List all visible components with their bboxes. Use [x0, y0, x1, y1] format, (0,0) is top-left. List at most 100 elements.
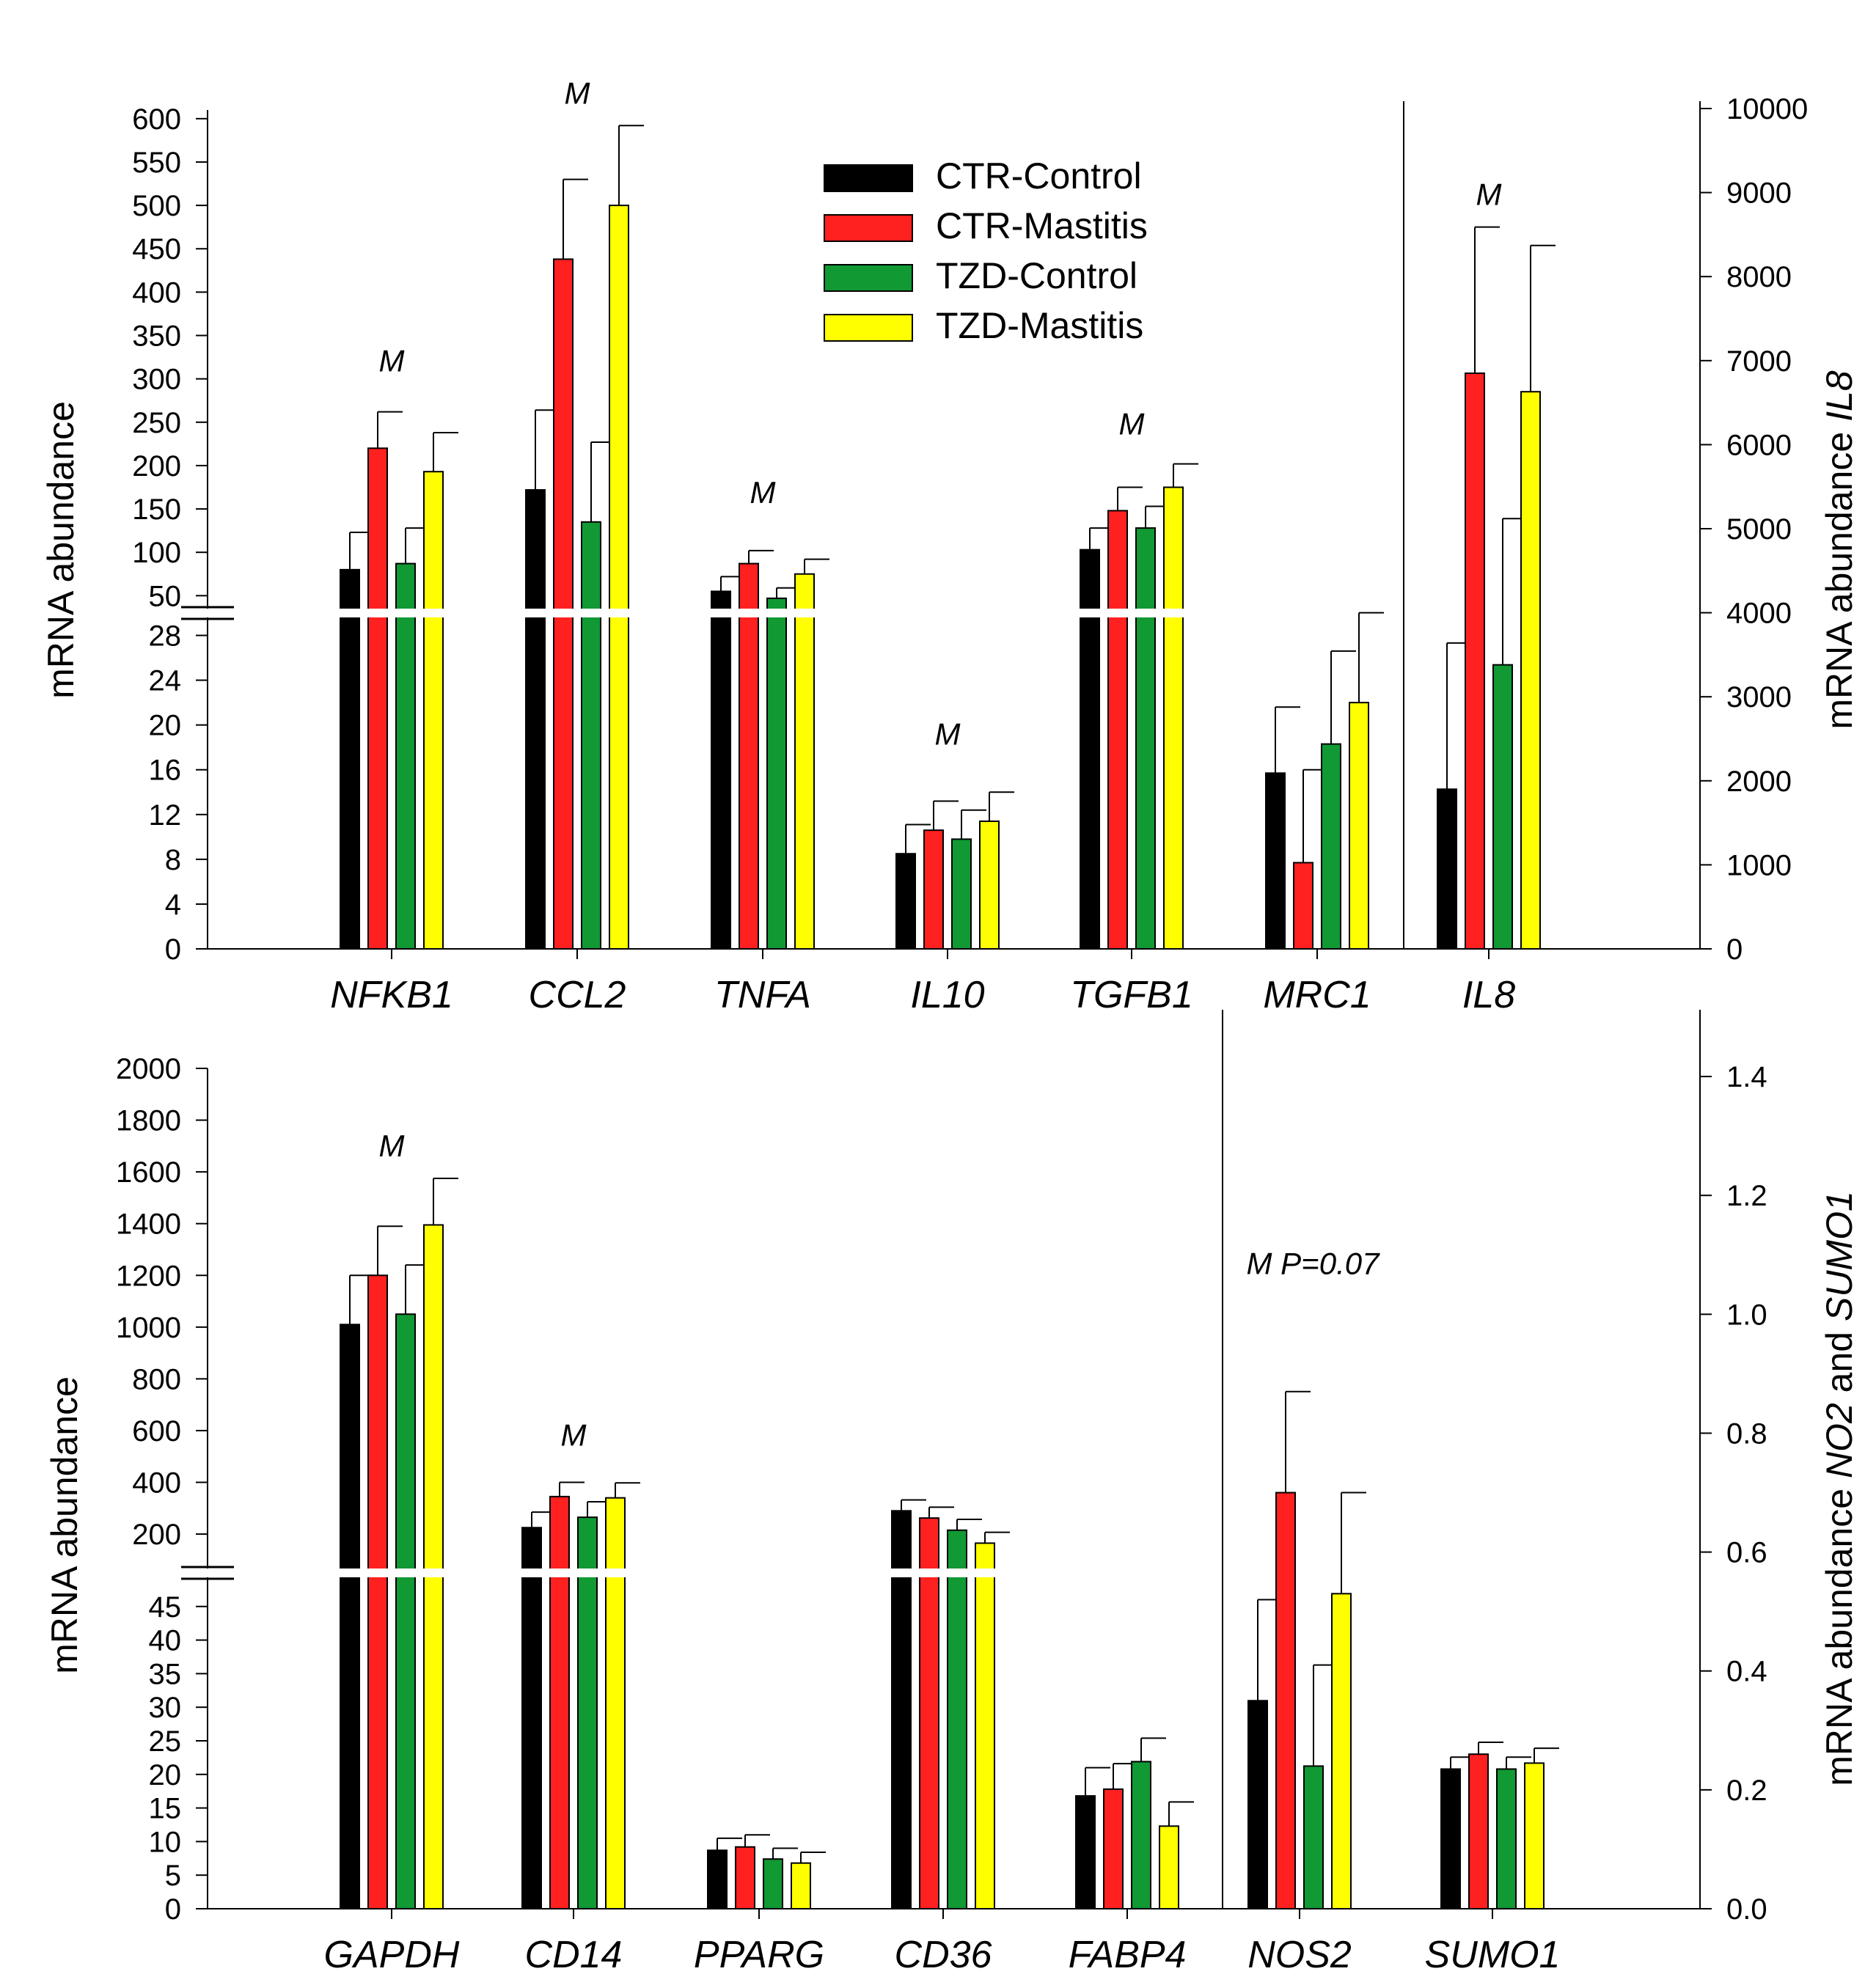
y-tick-label-right: 1000: [1726, 849, 1792, 881]
bar-cd36-ctr-mastitis: [919, 1517, 939, 1910]
bar-tgfb1-ctr-mastitis: [1107, 510, 1128, 950]
x-tick-label: NOS2: [1247, 1934, 1352, 1976]
bar-nos2-ctr-control: [1247, 1700, 1268, 1909]
chart-panel-top: 0 4 8 12 16 20 24 28 50 100 150 200 250 300 350 400 450 5…: [40, 76, 1860, 1016]
y-tick-label: 600: [132, 1415, 181, 1448]
significance-label: M: [1476, 177, 1502, 212]
x-tick-label: GAPDH: [324, 1934, 460, 1976]
bar-mrc1-ctr-control: [1265, 772, 1286, 950]
y-tick-label: 1400: [116, 1208, 181, 1241]
x-tick-label: PPARG: [694, 1934, 824, 1976]
y-tick-label: 150: [132, 494, 181, 526]
bar-il8-tzd-control: [1492, 664, 1513, 950]
bar-gapdh-ctr-control: [340, 1324, 360, 1910]
y-tick-label: 25: [149, 1725, 182, 1758]
bar-tnfa-tzd-control: [766, 597, 787, 950]
y-tick-label-right: 9000: [1726, 177, 1792, 210]
y-tick-label: 1600: [116, 1156, 181, 1189]
y-tick-label: 300: [132, 364, 181, 396]
significance-label: M: [565, 76, 590, 110]
bar-fabp4-ctr-mastitis: [1103, 1788, 1124, 1909]
y-tick-label-right: 0.2: [1726, 1775, 1767, 1807]
y-axis-label-left: mRNA abundance: [40, 401, 81, 699]
y-tick-label: 0: [165, 933, 181, 966]
bar-il10-tzd-mastitis: [979, 820, 1000, 950]
axis-break-gap: [202, 1568, 213, 1577]
bar-pparg-ctr-control: [707, 1849, 728, 1910]
y-tick-label-right: 3000: [1726, 681, 1792, 713]
y-tick-label: 5: [165, 1860, 181, 1892]
axis-break-gap: [331, 609, 452, 617]
bar-pparg-ctr-mastitis: [735, 1846, 755, 1910]
bar-mrc1-ctr-mastitis: [1293, 862, 1313, 950]
y-tick-label: 0: [165, 1893, 181, 1926]
y-tick-label-right: 1.2: [1726, 1180, 1767, 1212]
y-axis-label-right-part: mRNA: [1819, 1678, 1860, 1786]
bar-pparg-tzd-control: [763, 1858, 783, 1910]
axis-break-gap: [703, 609, 823, 617]
y-tick-label: 20: [149, 710, 182, 742]
bar-il8-ctr-control: [1437, 788, 1457, 950]
y-axis-label-right: mRNA abundance IL8: [1819, 370, 1860, 729]
y-axis-label-right: mRNA abundance NO2 and SUMO1: [1819, 1191, 1860, 1786]
significance-label: M: [935, 716, 961, 751]
bar-cd36-tzd-control: [947, 1529, 967, 1910]
bar-tgfb1-tzd-control: [1135, 527, 1156, 950]
y-tick-label: 24: [149, 665, 182, 697]
bar-gapdh-ctr-mastitis: [367, 1274, 388, 1910]
x-tick-label: MRC1: [1263, 974, 1371, 1016]
x-tick-label: IL8: [1462, 974, 1515, 1016]
bar-gapdh-tzd-mastitis: [423, 1224, 444, 1909]
y-axis-label-right-part: abundance: [1819, 1489, 1860, 1680]
y-tick-label: 450: [132, 233, 181, 265]
y-tick-label-right: 1.4: [1726, 1061, 1767, 1093]
bar-nos2-tzd-mastitis: [1331, 1593, 1352, 1909]
y-tick-label: 40: [149, 1625, 182, 1657]
y-tick-label-right: 1.0: [1726, 1299, 1767, 1331]
y-tick-label-right: 2000: [1726, 766, 1792, 798]
legend-label: CTR-Mastitis: [936, 205, 1148, 246]
axis-break-gap: [1071, 609, 1192, 617]
y-tick-label-right: 7000: [1726, 345, 1792, 378]
legend-label: TZD-Mastitis: [936, 305, 1143, 346]
legend-label: TZD-Control: [936, 255, 1137, 296]
axis-break-gap: [517, 609, 637, 617]
legend-label: CTR-Control: [936, 155, 1142, 197]
bar-sumo1-tzd-mastitis: [1524, 1762, 1545, 1910]
bar-il8-ctr-mastitis: [1465, 372, 1485, 950]
y-tick-label: 1800: [116, 1105, 181, 1137]
y-tick-label: 20: [149, 1759, 182, 1791]
y-tick-label: 8: [165, 844, 181, 876]
y-tick-label-right: 5000: [1726, 513, 1792, 546]
x-tick-label: TNFA: [714, 974, 811, 1016]
bar-nfkb1-tzd-mastitis: [423, 471, 444, 950]
x-tick-label: SUMO1: [1425, 1934, 1561, 1976]
y-tick-label-right: 0.0: [1726, 1893, 1767, 1926]
y-tick-label: 45: [149, 1591, 182, 1623]
y-tick-label: 800: [132, 1363, 181, 1395]
significance-label: M: [1119, 407, 1145, 441]
y-axis-label-right-part: SUMO1: [1819, 1191, 1860, 1332]
y-tick-label-right: 6000: [1726, 429, 1792, 461]
y-tick-label: 250: [132, 407, 181, 439]
bar-fabp4-ctr-control: [1075, 1795, 1096, 1910]
y-tick-label-right: 0.6: [1726, 1537, 1767, 1569]
legend-swatch: [824, 214, 913, 242]
bar-il10-ctr-mastitis: [923, 829, 944, 950]
bar-cd14-tzd-control: [577, 1516, 598, 1909]
y-tick-label: 50: [149, 580, 182, 612]
y-tick-label: 1000: [116, 1312, 181, 1344]
bar-nos2-tzd-control: [1303, 1765, 1324, 1909]
y-tick-label: 400: [132, 276, 181, 309]
y-tick-label: 200: [132, 450, 181, 483]
y-tick-label: 2000: [116, 1053, 181, 1085]
bar-nfkb1-ctr-control: [340, 568, 360, 950]
bar-cd14-ctr-mastitis: [549, 1495, 570, 1909]
bar-tnfa-tzd-mastitis: [794, 573, 815, 950]
bar-ccl2-ctr-mastitis: [553, 258, 574, 950]
legend-swatch: [824, 314, 913, 342]
y-tick-label: 12: [149, 799, 182, 832]
y-axis-label-right-part: abundance: [1819, 432, 1860, 623]
y-tick-label: 400: [132, 1467, 181, 1500]
